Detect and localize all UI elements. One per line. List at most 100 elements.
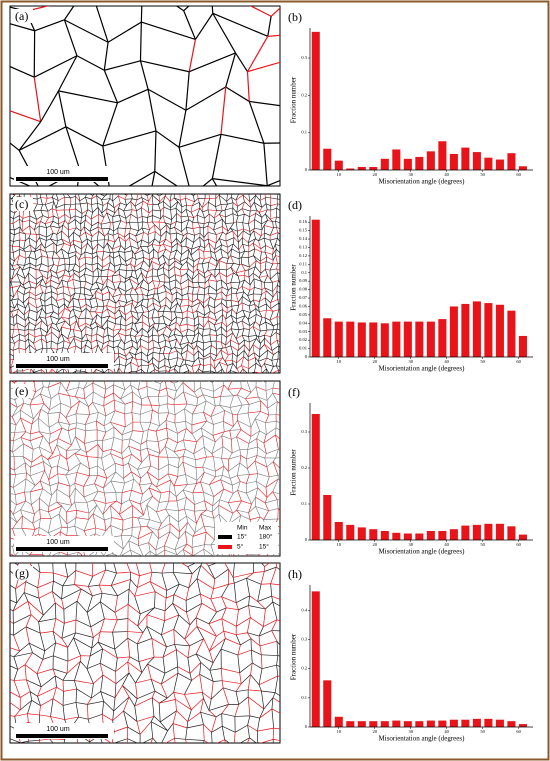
grain-boundary	[226, 309, 233, 314]
grain-boundary	[118, 300, 128, 303]
grain-boundary	[149, 563, 153, 573]
grain-boundary	[103, 389, 107, 399]
grain-boundary	[273, 365, 277, 367]
grain-boundary	[271, 350, 274, 355]
grain-boundary	[147, 229, 150, 235]
grain-boundary	[130, 213, 138, 219]
grain-boundary	[146, 448, 150, 455]
grain-boundary	[166, 644, 175, 648]
grain-boundary	[120, 245, 126, 250]
grain-boundary	[181, 204, 187, 208]
grain-boundary	[152, 363, 156, 370]
grain-boundary	[20, 417, 33, 425]
grain-boundary	[173, 249, 178, 258]
grain-boundary	[180, 237, 187, 244]
grain-boundary	[192, 282, 194, 288]
grain-boundary	[158, 412, 169, 414]
grain-boundary	[29, 321, 36, 327]
grain-boundary	[58, 393, 61, 404]
grain-boundary	[241, 315, 246, 322]
grain-boundary	[41, 263, 49, 267]
grain-boundary	[28, 739, 40, 742]
grain-boundary	[187, 566, 193, 574]
grain-boundary	[16, 303, 26, 309]
grain-boundary	[16, 322, 26, 328]
grain-boundary	[259, 297, 266, 302]
grain-boundary	[79, 196, 86, 202]
grain-boundary	[162, 254, 166, 263]
grain-boundary	[108, 239, 115, 243]
grain-boundary	[220, 349, 229, 356]
grain-boundary	[147, 268, 154, 273]
grain-boundary	[109, 299, 117, 304]
grain-boundary	[233, 321, 238, 324]
grain-boundary	[19, 239, 26, 242]
grain-boundary	[235, 200, 238, 207]
grain-boundary	[246, 381, 252, 393]
grain-boundary	[138, 656, 155, 662]
grain-boundary	[23, 291, 30, 295]
grain-boundary	[174, 274, 182, 277]
grain-boundary	[276, 365, 280, 367]
grain-boundary	[236, 429, 242, 437]
grain-boundary	[132, 356, 137, 360]
grain-boundary	[127, 738, 129, 743]
grain-boundary	[131, 412, 141, 415]
grain-boundary	[229, 404, 243, 408]
grain-boundary	[28, 257, 31, 264]
grain-boundary	[226, 272, 234, 278]
grain-boundary	[271, 369, 279, 373]
grain-boundary	[158, 194, 164, 197]
grain-boundary	[12, 546, 15, 556]
grain-boundary	[76, 551, 79, 556]
grain-boundary	[163, 273, 166, 283]
grain-boundary	[137, 614, 148, 627]
grain-boundary	[138, 227, 143, 231]
grain-boundary	[227, 462, 241, 472]
grain-boundary	[176, 316, 183, 320]
grain-boundary	[219, 357, 223, 363]
grain-boundary	[182, 543, 188, 550]
grain-boundary	[218, 194, 227, 202]
grain-boundary	[141, 21, 196, 40]
grain-boundary	[103, 42, 109, 71]
grain-boundary	[58, 421, 63, 429]
grain-boundary	[265, 422, 267, 435]
grain-boundary	[118, 364, 121, 369]
grain-boundary	[78, 194, 81, 201]
grain-boundary	[221, 333, 223, 343]
grain-boundary	[154, 288, 156, 294]
grain-boundary	[41, 675, 56, 688]
grain-boundary	[118, 355, 127, 361]
grain-boundary	[255, 506, 261, 518]
grain-boundary	[53, 580, 63, 587]
grain-boundary	[11, 329, 15, 339]
grain-boundary	[161, 629, 174, 636]
grain-boundary	[103, 334, 109, 338]
grain-boundary	[38, 269, 43, 276]
grain-boundary	[220, 326, 227, 333]
grain-boundary	[10, 633, 14, 636]
grain-boundary	[130, 334, 136, 337]
grain-boundary	[141, 351, 148, 357]
grain-boundary	[27, 329, 30, 334]
grain-boundary	[115, 471, 124, 479]
grain-boundary	[218, 505, 233, 514]
grain-boundary	[159, 302, 162, 308]
grain-boundary	[93, 513, 105, 521]
grain-boundary	[72, 298, 74, 307]
grain-boundary	[119, 363, 126, 367]
grain-boundary	[276, 291, 280, 294]
grain-boundary	[230, 328, 234, 333]
grain-boundary	[260, 400, 268, 409]
grain-boundary	[265, 390, 268, 401]
grain-boundary	[25, 478, 36, 486]
grain-boundary	[131, 322, 133, 329]
grain-boundary	[146, 626, 162, 636]
grain-boundary	[232, 509, 237, 514]
grain-boundary	[106, 202, 109, 209]
grain-boundary	[128, 490, 132, 500]
grain-boundary	[186, 204, 193, 207]
grain-boundary	[201, 603, 217, 613]
grain-boundary	[247, 381, 251, 382]
